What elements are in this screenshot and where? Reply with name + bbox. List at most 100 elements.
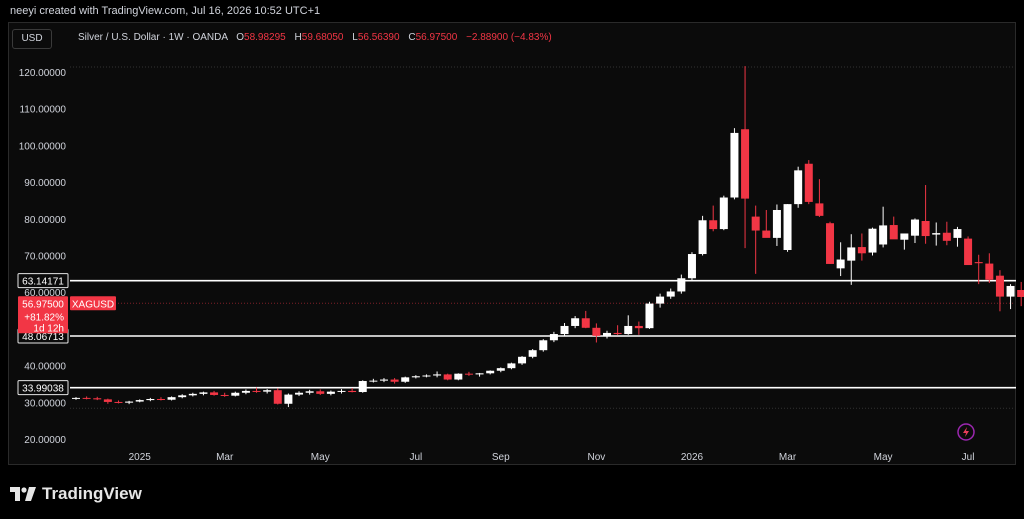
candle-body <box>539 340 548 351</box>
candle-body <box>369 380 378 382</box>
candle-body <box>199 392 208 394</box>
candle <box>879 206 888 248</box>
candle <box>263 389 272 394</box>
candle <box>411 375 420 379</box>
candle-body <box>666 291 675 297</box>
candle-body <box>603 332 611 336</box>
candle <box>974 254 983 285</box>
candle <box>518 356 527 365</box>
candle-body <box>1006 285 1015 297</box>
candle-body <box>836 259 845 269</box>
legend-change: −2.88900 (−4.83%) <box>466 32 552 43</box>
candle <box>220 392 229 397</box>
candle <box>985 253 994 284</box>
candle <box>762 209 771 238</box>
candle <box>709 205 718 232</box>
symbol-legend: Silver / U.S. Dollar · 1W · OANDA O58.98… <box>78 32 552 43</box>
candle-body <box>687 254 696 279</box>
candle-body <box>496 368 505 371</box>
candle-body <box>571 318 580 326</box>
candle-body <box>560 325 569 335</box>
candle-body <box>379 379 388 381</box>
candle-body <box>284 394 293 404</box>
candle-body <box>549 334 558 341</box>
candle <box>910 218 919 244</box>
candle-body <box>518 356 527 364</box>
candle-body <box>178 395 187 398</box>
candle <box>103 398 112 404</box>
legend-high-key: H <box>294 32 302 43</box>
candle-body <box>443 374 452 380</box>
candle-body <box>879 225 888 245</box>
candle <box>146 397 155 402</box>
candle-body <box>645 303 654 329</box>
price-tag-change: +81.82% <box>24 312 64 323</box>
legend-low: 56.56390 <box>357 32 400 43</box>
candle-body <box>581 318 590 328</box>
candle <box>730 128 739 200</box>
candle <box>486 370 495 375</box>
candle-body <box>953 229 962 238</box>
candle <box>603 330 611 339</box>
candle <box>687 252 696 281</box>
legend-symbol: Silver / U.S. Dollar · 1W · OANDA <box>78 32 228 43</box>
candle-body <box>390 379 399 382</box>
candle-body <box>964 238 973 266</box>
candle-body <box>783 204 792 250</box>
legend-close-key: C <box>408 32 416 43</box>
x-tick-label: 2025 <box>129 452 152 463</box>
candle-body <box>273 390 282 404</box>
candle-body <box>146 398 155 401</box>
candle <box>656 293 665 308</box>
candle-body <box>305 391 314 393</box>
candle <box>305 389 314 395</box>
candle-body <box>624 325 633 335</box>
candle <box>995 270 1004 312</box>
candle <box>284 393 293 408</box>
candle-body <box>103 399 112 402</box>
candle-body <box>985 263 994 280</box>
candle <box>114 400 123 404</box>
candle-body <box>942 232 951 241</box>
candle-body <box>751 216 760 231</box>
candle-body <box>156 398 165 400</box>
legend-open-key: O <box>236 32 245 43</box>
candle <box>337 389 346 394</box>
candle <box>772 204 781 246</box>
candle-body <box>231 392 240 396</box>
candle-body <box>719 197 728 230</box>
candle-body <box>316 391 325 394</box>
candle-body <box>921 221 930 237</box>
candle <box>390 378 399 384</box>
legend-close: 56.97500 <box>415 32 458 43</box>
candle <box>921 185 930 244</box>
candle-body <box>613 332 622 335</box>
horizontal-lines-layer: 63.14171 48.06713 33.99038 <box>17 273 1016 396</box>
candle <box>295 391 304 397</box>
candle-body <box>454 373 463 380</box>
currency-button[interactable]: USD <box>12 29 52 49</box>
candle <box>624 315 633 335</box>
candle <box>135 399 144 403</box>
candle <box>645 301 654 329</box>
y-tick-label: 20.00000 <box>24 435 66 446</box>
candle-body <box>348 390 357 393</box>
candle <box>741 66 750 249</box>
candle-body <box>656 296 665 304</box>
legend-low-key: L <box>352 32 358 43</box>
x-axis-labels: 2025 Mar May Jul Sep Nov 2026 Mar May Jul <box>129 452 975 463</box>
candle-body <box>263 390 272 392</box>
candle <box>794 166 803 208</box>
candle <box>72 397 80 400</box>
candle <box>475 372 484 377</box>
candle-body <box>995 275 1004 297</box>
candle <box>942 221 951 246</box>
candle-body <box>411 376 420 378</box>
candle <box>1006 284 1015 310</box>
legend-open: 58.98295 <box>244 32 286 43</box>
candle <box>241 389 250 395</box>
candle-body <box>188 393 197 396</box>
candle <box>847 234 856 285</box>
tradingview-logo[interactable]: TradingView <box>10 484 142 504</box>
